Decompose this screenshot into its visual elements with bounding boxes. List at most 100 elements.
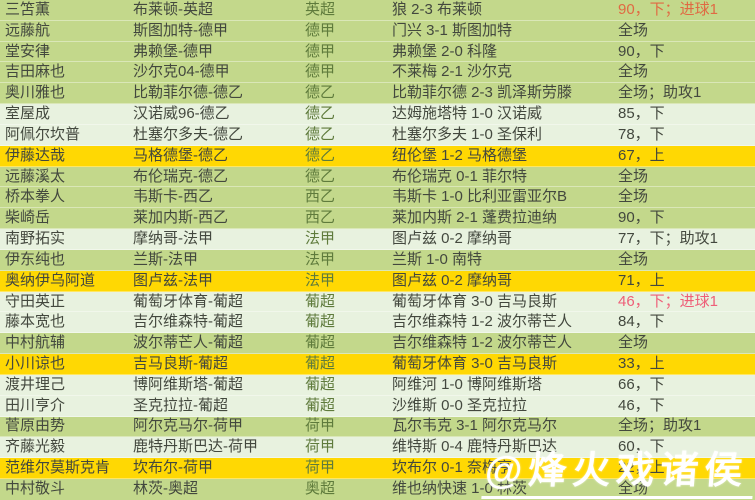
league-name: 德乙	[305, 167, 336, 185]
appearance-status: 67，上	[618, 146, 665, 164]
table-row: 中村航辅 波尔蒂芒人-葡超 葡超 吉尔维森特 1-2 波尔蒂芒人 全场	[0, 333, 755, 355]
league-name: 荷甲	[305, 417, 336, 435]
match-result: 比勒菲尔德 2-3 凯泽斯劳滕	[392, 84, 573, 102]
appearance-status: 全场	[618, 250, 649, 268]
club-league: 林茨-奥超	[133, 480, 198, 498]
club-league: 杜塞尔多夫-德乙	[133, 125, 243, 143]
appearance-status: 全场	[618, 21, 649, 39]
club-league: 兰斯-法甲	[133, 250, 198, 268]
table-row: 小川谅也 吉马良斯-葡超 葡超 葡萄牙体育 3-0 吉马良斯 33，上	[0, 354, 755, 375]
match-result: 图卢兹 0-2 摩纳哥	[392, 271, 513, 289]
league-name: 西乙	[305, 209, 336, 227]
appearance-status: 90，下	[618, 42, 665, 60]
appearance-status: 71，上	[618, 271, 665, 289]
player-name: 奥川雅也	[5, 84, 66, 102]
league-name: 德乙	[305, 84, 336, 102]
match-result: 瓦尔韦克 3-1 阿尔克马尔	[392, 417, 558, 435]
player-name: 中村敬斗	[5, 480, 66, 498]
match-result: 吉尔维森特 1-2 波尔蒂芒人	[392, 313, 573, 331]
league-name: 葡超	[305, 334, 336, 352]
table-row: 范维尔莫斯克肯 坎布尔-荷甲 荷甲 坎布尔 0-1 奈梅亨 22，上	[0, 458, 755, 480]
player-name: 渡井理己	[5, 375, 66, 393]
league-name: 法甲	[305, 271, 336, 289]
appearance-status: 全场	[618, 167, 649, 185]
player-name: 伊东纯也	[5, 250, 66, 268]
club-league: 坎布尔-荷甲	[133, 459, 213, 477]
club-league: 斯图加特-德甲	[133, 21, 228, 39]
table-row: 柴崎岳 莱加内斯-西乙 西乙 莱加内斯 2-1 蓬费拉迪纳 90，下	[0, 208, 755, 230]
player-name: 范维尔莫斯克肯	[5, 459, 111, 477]
player-name: 奥纳伊乌阿道	[5, 271, 96, 289]
club-league: 吉马良斯-葡超	[133, 355, 228, 372]
appearance-status: 90，下	[618, 209, 665, 227]
player-name: 小川谅也	[5, 355, 66, 372]
league-name: 奥超	[305, 480, 336, 498]
table-row: 堂安律 弗赖堡-德甲 德甲 弗赖堡 2-0 科隆 90，下	[0, 41, 755, 63]
player-name: 堂安律	[5, 42, 51, 60]
player-name: 菅原由势	[5, 417, 66, 435]
match-result: 莱加内斯 2-1 蓬费拉迪纳	[392, 209, 558, 227]
appearance-status: 33，上	[618, 355, 665, 372]
player-name: 吉田麻也	[5, 63, 66, 81]
player-name: 阿佩尔坎普	[5, 125, 81, 143]
league-name: 葡超	[305, 375, 336, 393]
match-result: 不莱梅 2-1 沙尔克	[392, 63, 513, 81]
match-result: 坎布尔 0-1 奈梅亨	[392, 459, 513, 477]
watermark: @烽火戏诸侯	[481, 450, 755, 499]
match-result: 吉尔维森特 1-2 波尔蒂芒人	[392, 334, 573, 352]
club-league: 图卢兹-法甲	[133, 271, 213, 289]
appearance-status: 90，下；进球1	[618, 0, 719, 18]
appearance-status: 全场；助攻1	[618, 84, 702, 102]
match-result: 弗赖堡 2-0 科隆	[392, 42, 498, 60]
club-league: 圣克拉拉-葡超	[133, 396, 228, 414]
league-name: 德乙	[305, 146, 336, 164]
appearance-status: 22，上	[618, 459, 665, 477]
appearance-status: 66，下	[618, 375, 665, 393]
match-result: 狼 2-3 布莱顿	[392, 0, 483, 18]
league-name: 西乙	[305, 188, 336, 206]
player-name: 守田英正	[5, 292, 66, 310]
appearance-status: 46，下；进球1	[618, 292, 719, 310]
player-name: 藤本宽也	[5, 313, 66, 331]
club-league: 沙尔克04-德甲	[133, 63, 230, 81]
match-result: 杜塞尔多夫 1-0 圣保利	[392, 125, 543, 143]
table-row: 远藤航 斯图加特-德甲 德甲 门兴 3-1 斯图加特 全场	[0, 20, 755, 42]
club-league: 韦斯卡-西乙	[133, 188, 213, 206]
match-result: 葡萄牙体育 3-0 吉马良斯	[392, 355, 558, 372]
match-result: 沙维斯 0-0 圣克拉拉	[392, 396, 528, 414]
table-row: 远藤溪太 布伦瑞克-德乙 德乙 布伦瑞克 0-1 菲尔特 全场	[0, 166, 755, 188]
appearance-status: 全场	[618, 188, 649, 206]
match-result: 布伦瑞克 0-1 菲尔特	[392, 167, 528, 185]
table-row: 阿佩尔坎普 杜塞尔多夫-德乙 德乙 杜塞尔多夫 1-0 圣保利 78，下	[0, 124, 755, 146]
table-row: 伊东纯也 兰斯-法甲 法甲 兰斯 1-0 南特 全场	[0, 249, 755, 271]
league-name: 德甲	[305, 63, 336, 81]
league-name: 德乙	[305, 105, 336, 123]
match-result: 门兴 3-1 斯图加特	[392, 21, 513, 39]
league-name: 葡超	[305, 313, 336, 331]
club-league: 博阿维斯塔-葡超	[133, 375, 243, 393]
club-league: 莱加内斯-西乙	[133, 209, 228, 227]
league-name: 荷甲	[305, 459, 336, 477]
club-league: 阿尔克马尔-荷甲	[133, 417, 243, 435]
match-result: 维特斯 0-4 鹿特丹斯巴达	[392, 438, 558, 456]
player-name: 远藤航	[5, 21, 51, 39]
table-row: 南野拓实 摩纳哥-法甲 法甲 图卢兹 0-2 摩纳哥 77，下；助攻1	[0, 229, 755, 250]
appearance-status: 全场	[618, 480, 649, 498]
club-league: 比勒菲尔德-德乙	[133, 84, 243, 102]
match-result: 阿维河 1-0 博阿维斯塔	[392, 375, 543, 393]
league-name: 德乙	[305, 125, 336, 143]
club-league: 葡萄牙体育-葡超	[133, 292, 243, 310]
player-name: 田川亨介	[5, 396, 66, 414]
match-result: 韦斯卡 1-0 比利亚雷亚尔B	[392, 188, 568, 206]
club-league: 汉诺威96-德乙	[133, 105, 230, 123]
club-league: 摩纳哥-法甲	[133, 230, 213, 248]
table-row: 渡井理己 博阿维斯塔-葡超 葡超 阿维河 1-0 博阿维斯塔 66，下	[0, 374, 755, 396]
club-league: 布莱顿-英超	[133, 0, 213, 18]
club-league: 波尔蒂芒人-葡超	[133, 334, 243, 352]
league-name: 法甲	[305, 250, 336, 268]
match-result: 维也纳快速 1-0 林茨	[392, 480, 528, 498]
table-row: 齐藤光毅 鹿特丹斯巴达-荷甲 荷甲 维特斯 0-4 鹿特丹斯巴达 60，下	[0, 437, 755, 459]
appearance-status: 84，下	[618, 313, 665, 331]
